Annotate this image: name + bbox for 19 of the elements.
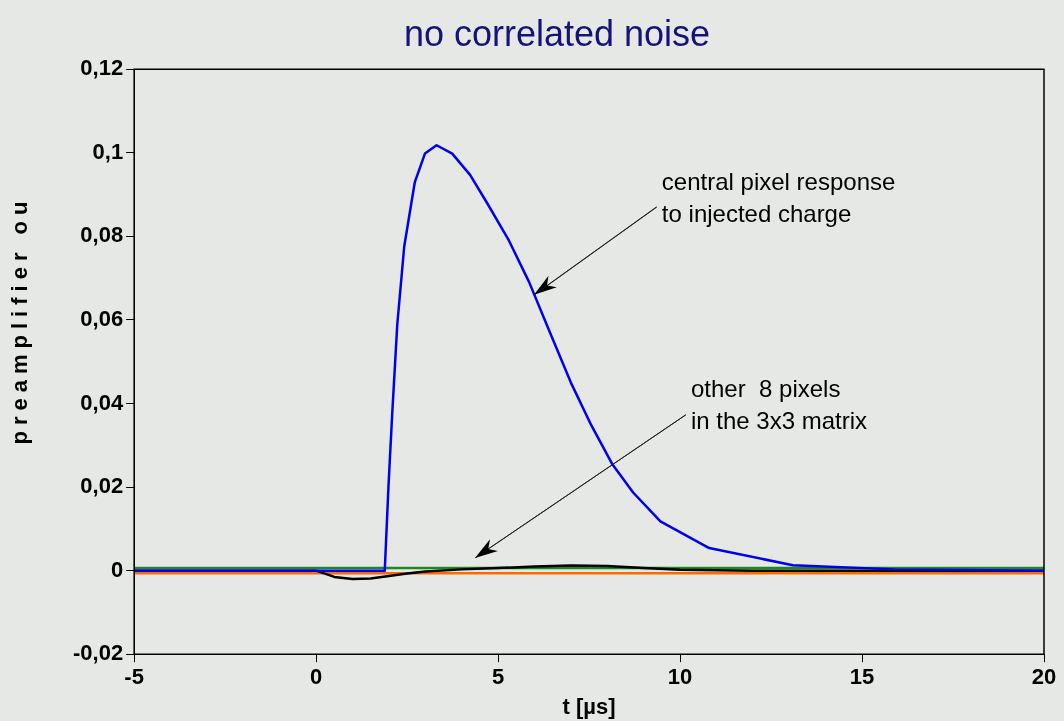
x-tick-label: 0 — [309, 664, 323, 690]
y-tick-label: 0,06 — [80, 305, 124, 331]
y-tick-label: 0 — [110, 556, 124, 582]
chart-title: no correlated noise — [403, 12, 711, 54]
y-tick-label: -0,02 — [72, 640, 124, 666]
y-tick-label: 0,1 — [92, 138, 124, 164]
y-tick-label: 0,08 — [80, 222, 124, 248]
annotation: other 8 pixels in the 3x3 matrix — [690, 375, 868, 435]
y-tick-label: 0,02 — [80, 473, 124, 499]
y-tick-label: 0,12 — [80, 55, 124, 81]
x-tick-label: 5 — [491, 664, 505, 690]
x-tick-label: 15 — [849, 664, 875, 690]
x-axis-title: t [µs] — [562, 693, 616, 719]
annotation: central pixel response to injected charge — [661, 167, 896, 227]
x-tick-label: -5 — [124, 664, 144, 690]
y-axis-title: preamplifier ou — [7, 195, 33, 445]
y-tick-label: 0,04 — [80, 389, 124, 415]
x-tick-label: 20 — [1031, 664, 1057, 690]
x-tick-label: 10 — [667, 664, 693, 690]
